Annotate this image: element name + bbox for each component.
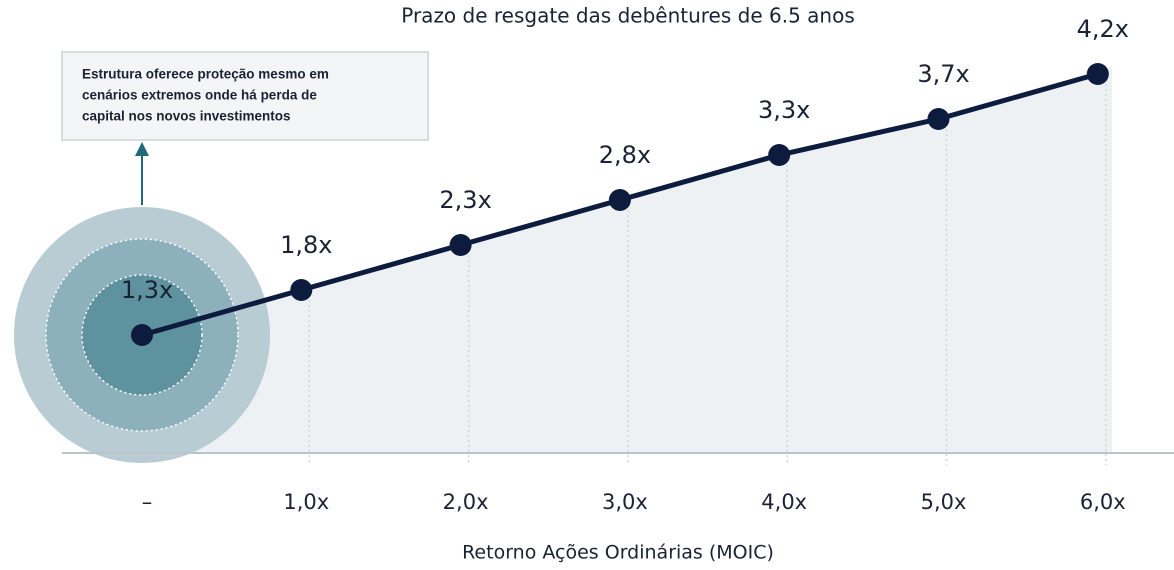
- x-tick-label: –: [142, 490, 153, 514]
- x-tick-label: 4,0x: [761, 490, 807, 514]
- marker: [449, 234, 472, 256]
- marker: [131, 324, 153, 346]
- value-label: 1,8x: [280, 231, 332, 259]
- x-axis-title: Retorno Ações Ordinárias (MOIC): [462, 542, 774, 564]
- value-label: 3,3x: [758, 96, 810, 124]
- area: [136, 66, 1112, 452]
- x-tick-label: 2,0x: [443, 490, 489, 514]
- chart-title: Prazo de resgate das debêntures de 6.5 a…: [401, 4, 855, 28]
- marker: [927, 108, 950, 130]
- marker: [768, 144, 791, 166]
- annotation-text: cenários extremos onde há perda de: [82, 88, 317, 103]
- annotation-text: capital nos novos investimentos: [82, 109, 291, 124]
- x-tick-label: 6,0x: [1080, 490, 1126, 514]
- annotation-text: Estrutura oferece proteção mesmo em: [82, 67, 329, 82]
- marker: [290, 279, 313, 301]
- annotation-box: [61, 51, 429, 141]
- value-label: 4,2x: [1077, 15, 1129, 43]
- value-label: 3,7x: [917, 60, 969, 88]
- halo-ring: [81, 274, 203, 396]
- value-label: 1,3x: [121, 276, 173, 304]
- arrow-head: [135, 142, 149, 156]
- x-tick-label: 5,0x: [921, 490, 967, 514]
- x-tick-label: 3,0x: [602, 490, 648, 514]
- marker: [1086, 63, 1109, 85]
- value-label: 2,3x: [439, 186, 491, 214]
- value-label: 2,8x: [599, 141, 651, 169]
- x-tick-label: 1,0x: [283, 490, 329, 514]
- marker: [608, 189, 631, 211]
- halo-ring: [45, 238, 239, 432]
